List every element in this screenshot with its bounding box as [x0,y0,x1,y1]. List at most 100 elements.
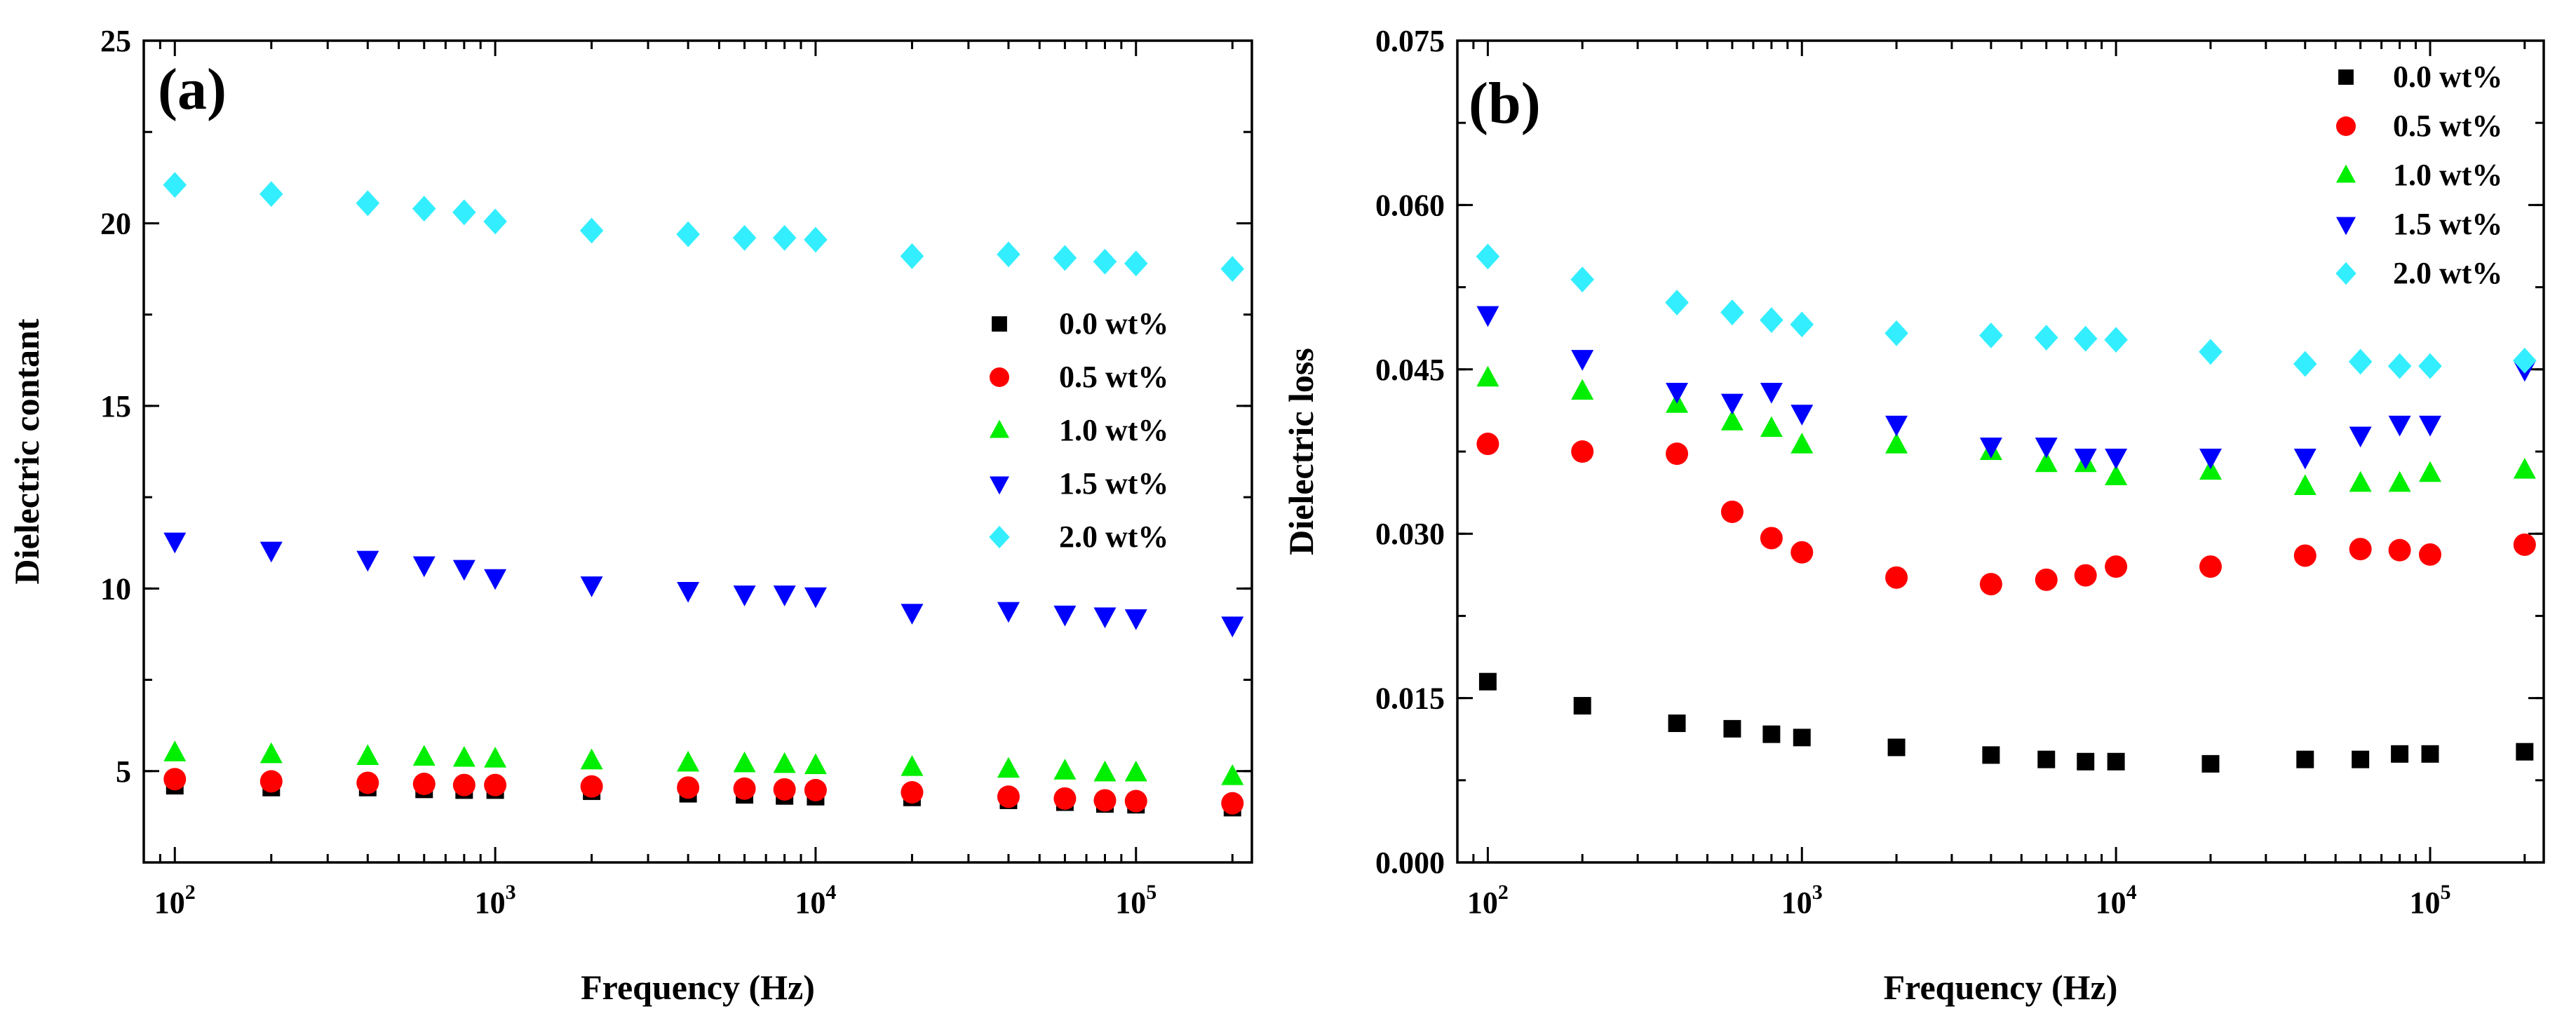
series-0-0-wt- [1478,672,2534,773]
data-point [1720,409,1744,431]
series-0-5-wt- [163,768,1244,815]
data-point [1053,787,1077,810]
y-tick-label: 0.045 [1375,353,1445,387]
data-point [2293,448,2317,470]
legend-label: 0.0 wt% [1059,306,1168,341]
legend-marker [992,316,1007,332]
data-point [1476,365,1499,387]
data-point [1666,383,1689,404]
legend-label: 0.5 wt% [2393,109,2502,143]
series-1-5-wt- [163,532,1244,638]
data-point [580,748,603,770]
legend: 0.0 wt% 0.5 wt% 1.0 wt% 1.5 wt% 2.0 wt% [989,306,1168,554]
y-tick-label: 0.030 [1375,517,1445,551]
data-point [412,196,436,222]
data-point [773,585,796,607]
data-point [804,226,828,253]
data-point [1570,266,1595,293]
data-point [1760,383,1783,404]
data-point [259,181,283,208]
data-point [1476,243,1500,270]
series-2-0-wt- [1476,243,2537,379]
data-point [2349,470,2372,492]
data-point [677,581,700,603]
data-point [2418,461,2441,482]
data-point [2513,533,2536,556]
x-axis: 102 103 104 105 [1456,41,2526,920]
data-point [1979,322,2003,348]
data-point [733,751,756,773]
data-point [804,753,827,774]
x-tick-label: 102 [154,881,196,920]
data-point [677,750,700,772]
x-axis-title: Frequency (Hz) [1884,968,2118,1007]
data-point [1979,438,2002,459]
chart-panel-b: 102 103 104 105 Frequency (Hz) 0.000 0.015 0.03… [1281,24,2545,1007]
y-tick-label: 0.015 [1375,682,1445,716]
legend-marker [990,476,1009,495]
data-point [2391,745,2409,763]
data-point [901,780,924,804]
data-point [1760,307,1783,333]
data-point [259,742,283,764]
data-point [2077,752,2095,771]
data-point [733,777,756,800]
data-point [2105,555,2128,578]
data-point [733,585,756,607]
data-point [1476,306,1499,327]
series-1-0-wt- [163,740,1244,785]
series-1-0-wt- [1476,365,2536,496]
data-point [2418,353,2442,379]
data-point [1220,256,1245,282]
panel-label: (b) [1469,71,1541,136]
data-point [1093,789,1117,812]
data-point [2293,544,2317,567]
legend-marker [2338,69,2354,85]
data-point [163,532,187,554]
plot-frame [142,39,1253,864]
data-point [2105,448,2128,470]
legend: 0.0 wt% 0.5 wt% 1.0 wt% 1.5 wt% 2.0 wt% [2335,60,2502,290]
data-point [773,752,796,773]
data-point [804,587,827,609]
data-point [1760,527,1783,550]
data-point [2105,464,2128,485]
y-axis: 0.000 0.015 0.030 0.045 0.060 0.075 [1375,24,2544,880]
data-point [1093,760,1117,782]
legend-label: 1.5 wt% [2393,207,2502,241]
data-point [412,745,436,766]
data-point [356,771,379,794]
data-point [732,224,757,251]
data-point [2035,568,2058,591]
data-point [259,541,283,563]
data-point [356,744,379,765]
data-point [1668,714,1686,733]
data-point [1720,500,1744,523]
data-point [901,754,924,776]
data-point [2074,448,2097,470]
data-point [1793,729,1811,747]
legend-marker [990,419,1009,438]
data-point [2035,451,2058,473]
series-1-5-wt- [1476,306,2536,470]
data-point [580,576,603,597]
legend-marker [989,525,1010,549]
x-tick-label: 105 [1115,881,1156,920]
data-point [2034,325,2058,351]
x-tick-label: 103 [475,881,516,920]
data-point [2199,448,2222,470]
x-tick-label: 105 [2409,881,2450,920]
data-point [1979,573,2002,596]
data-point [1762,725,1781,743]
data-point [997,757,1020,778]
data-point [2035,438,2058,459]
data-point [2388,415,2411,437]
y-tick-label: 0.060 [1375,188,1445,222]
data-point [412,556,436,578]
data-point [1791,405,1814,426]
x-tick-label: 104 [795,881,836,920]
data-point [2352,750,2370,768]
data-point [1053,245,1077,271]
data-point [804,778,827,801]
